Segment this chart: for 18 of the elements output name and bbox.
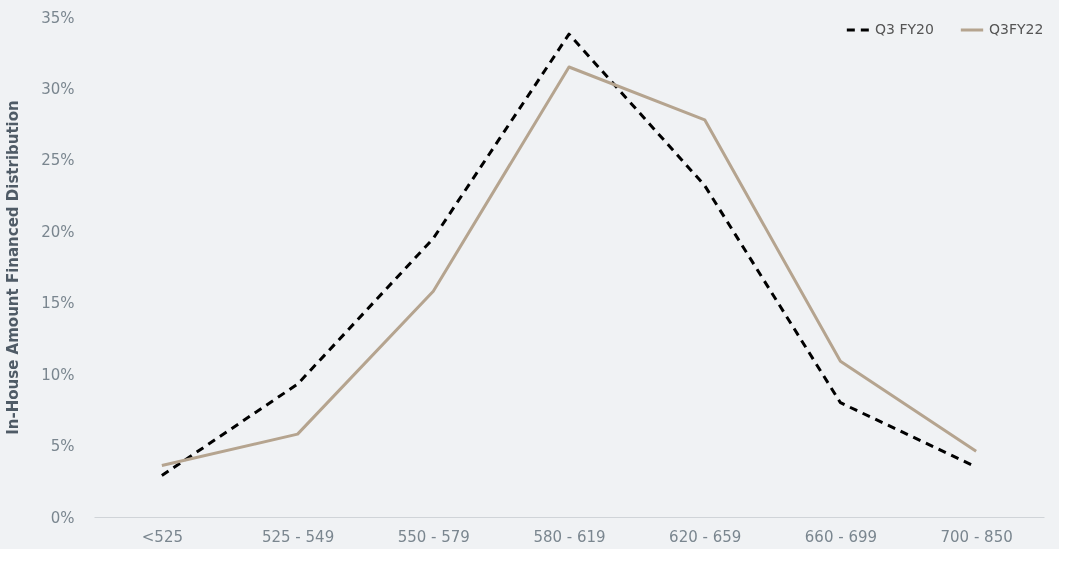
- y-tick-label: 25%: [41, 151, 75, 170]
- x-tick-label: 580 - 619: [533, 527, 606, 546]
- y-tick-label: 15%: [41, 294, 75, 313]
- x-tick-label: 620 - 659: [669, 527, 742, 546]
- x-tick-label: 550 - 579: [397, 527, 470, 546]
- y-tick-label: 30%: [41, 79, 75, 98]
- legend-label: Q3 FY20: [875, 21, 934, 37]
- y-tick-label: 20%: [41, 222, 75, 241]
- x-tick-label: 525 - 549: [261, 527, 335, 546]
- legend-label: Q3FY22: [989, 21, 1044, 37]
- y-tick-label: 35%: [41, 8, 75, 27]
- y-tick-label: 0%: [50, 508, 75, 527]
- x-tick-label: 700 - 850: [940, 527, 1013, 546]
- y-axis-title: In-House Amount Financed Distribution: [4, 100, 23, 435]
- x-tick-label: 660 - 699: [804, 527, 878, 546]
- x-tick-label: <525: [141, 527, 183, 546]
- y-tick-label: 5%: [50, 437, 75, 456]
- y-tick-label: 10%: [41, 365, 75, 384]
